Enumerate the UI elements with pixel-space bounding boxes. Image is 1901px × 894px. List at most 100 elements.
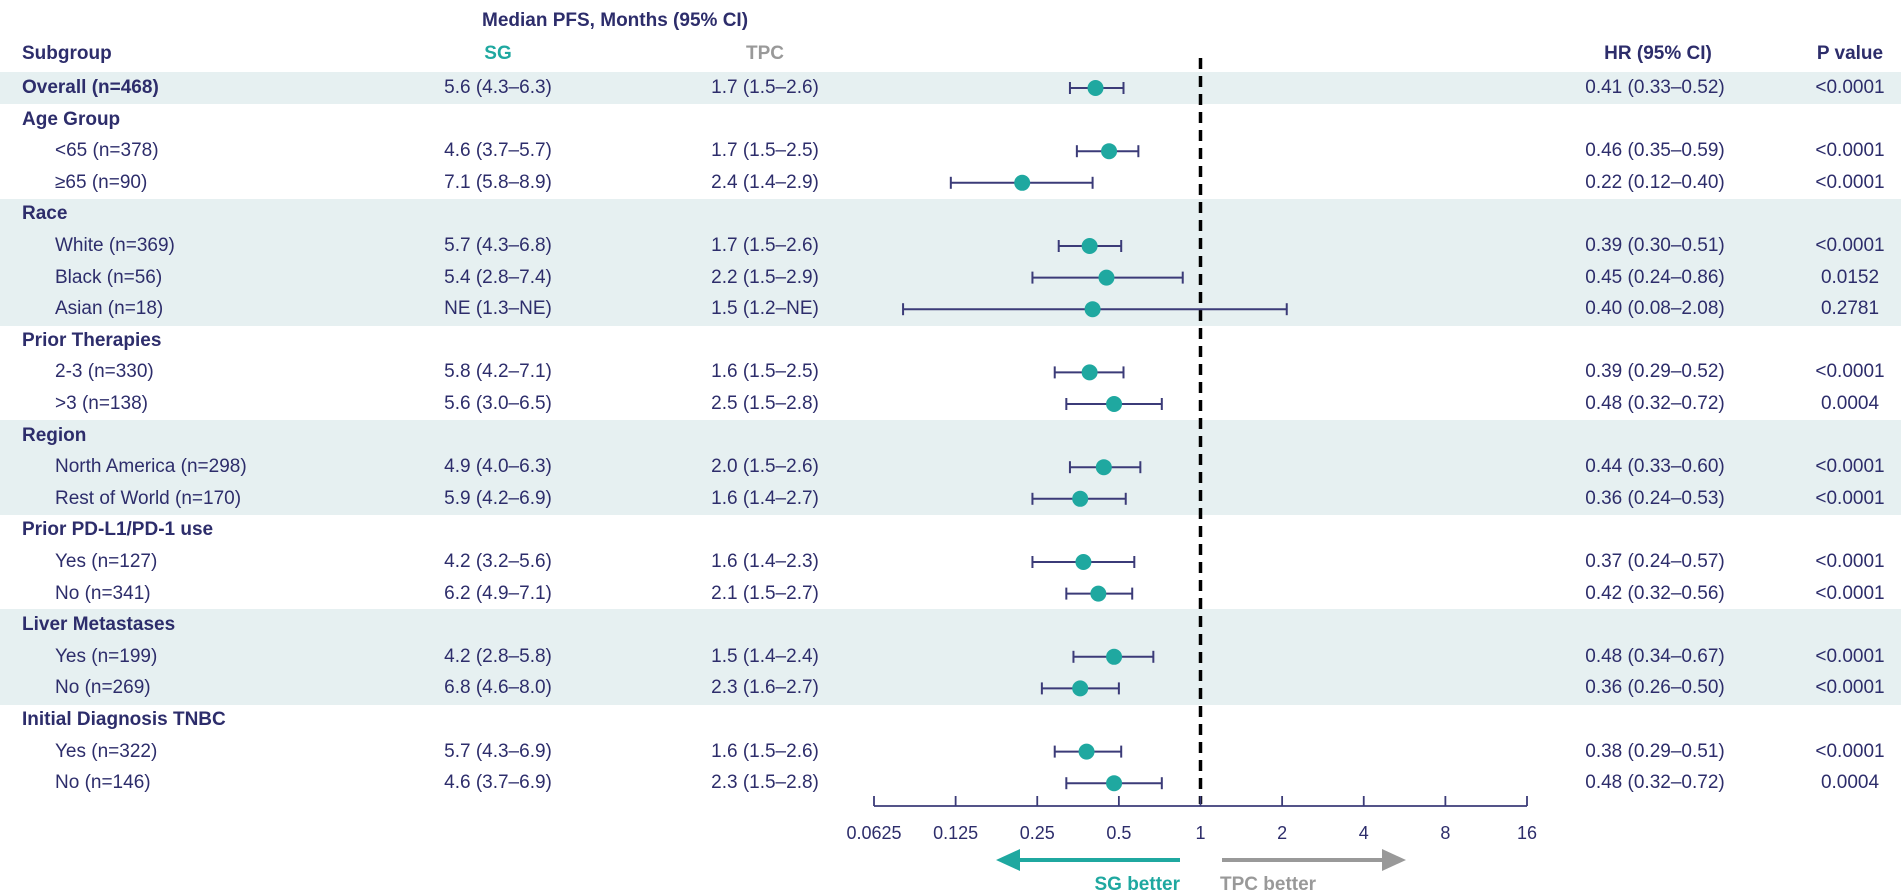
hr-cell: 0.44 (0.33–0.60) — [1585, 456, 1725, 478]
hr-cell: 0.46 (0.35–0.59) — [1585, 140, 1725, 162]
tpc-median-cell: 1.5 (1.4–2.4) — [711, 645, 819, 667]
x-tick-label: 8 — [1440, 823, 1450, 843]
sg-better-label: SG better — [1094, 874, 1180, 894]
hr-point — [1072, 680, 1089, 697]
hr-point — [1014, 174, 1031, 191]
hr-cell: 0.36 (0.24–0.53) — [1585, 487, 1725, 509]
tpc-better-arrow-head — [1382, 849, 1406, 871]
row-band — [0, 672, 1901, 705]
x-tick-label: 4 — [1359, 823, 1369, 843]
subgroup-label: Asian (n=18) — [55, 298, 164, 320]
group-label: Region — [22, 424, 87, 446]
hr-point — [1075, 554, 1092, 570]
hr-point — [1084, 301, 1101, 318]
tpc-median-cell: 1.7 (1.5–2.6) — [711, 77, 819, 98]
hr-cell: 0.48 (0.34–0.67) — [1585, 645, 1725, 667]
subgroup-label: Yes (n=322) — [55, 740, 158, 762]
hr-cell: 0.39 (0.30–0.51) — [1585, 235, 1725, 256]
hr-point — [1081, 238, 1098, 254]
hr-cell: 0.38 (0.29–0.51) — [1585, 740, 1725, 762]
subgroup-label: No (n=269) — [55, 677, 151, 699]
sg-median-cell: 6.8 (4.6–8.0) — [444, 677, 552, 699]
tpc-median-cell: 1.6 (1.5–2.6) — [711, 740, 819, 762]
hr-point — [1087, 80, 1104, 96]
hr-cell: 0.39 (0.29–0.52) — [1585, 361, 1725, 383]
subgroup-header: Subgroup — [22, 43, 112, 64]
sg-header: SG — [484, 43, 512, 64]
sg-median-cell: NE (1.3–NE) — [444, 298, 552, 320]
row-band — [0, 451, 1901, 484]
row-band — [0, 230, 1901, 263]
group-label: Prior Therapies — [22, 329, 162, 351]
sg-median-cell: 4.2 (3.2–5.6) — [444, 551, 552, 572]
pvalue-cell: <0.0001 — [1815, 171, 1885, 193]
hr-cell: 0.48 (0.32–0.72) — [1585, 393, 1725, 414]
tpc-median-cell: 2.3 (1.5–2.8) — [711, 772, 819, 794]
row-band — [0, 261, 1901, 294]
subgroup-label: >3 (n=138) — [55, 393, 148, 414]
group-label: Race — [22, 203, 68, 225]
subgroup-label: No (n=341) — [55, 582, 151, 604]
subgroup-label: Yes (n=127) — [55, 551, 158, 572]
group-label: Initial Diagnosis TNBC — [22, 709, 226, 730]
pvalue-cell: 0.0004 — [1820, 772, 1880, 794]
pvalue-cell: <0.0001 — [1815, 645, 1885, 667]
hr-cell: 0.45 (0.24–0.86) — [1585, 266, 1725, 288]
pvalue-cell: <0.0001 — [1815, 456, 1885, 478]
hr-point — [1081, 364, 1098, 381]
x-tick-label: 1 — [1195, 823, 1205, 843]
hr-cell: 0.48 (0.32–0.72) — [1585, 772, 1725, 794]
hr-point — [1106, 396, 1123, 412]
tpc-median-cell: 1.6 (1.5–2.5) — [711, 361, 819, 383]
sg-better-arrow-head — [996, 849, 1020, 871]
pvalue-cell: <0.0001 — [1815, 487, 1885, 509]
hr-cell: 0.41 (0.33–0.52) — [1585, 77, 1725, 98]
pvalue-header: P value — [1816, 43, 1884, 64]
pvalue-cell: <0.0001 — [1815, 677, 1885, 699]
sg-median-cell: 5.7 (4.3–6.9) — [444, 740, 552, 762]
hr-cell: 0.40 (0.08–2.08) — [1585, 298, 1725, 320]
subgroup-label: <65 (n=378) — [55, 140, 159, 162]
x-tick-label: 0.25 — [1020, 823, 1055, 843]
hr-point — [1106, 775, 1123, 792]
tpc-median-cell: 2.5 (1.5–2.8) — [711, 393, 819, 414]
tpc-median-cell: 2.2 (1.5–2.9) — [711, 266, 819, 288]
pvalue-cell: <0.0001 — [1815, 582, 1885, 604]
sg-median-cell: 4.6 (3.7–6.9) — [444, 772, 552, 794]
row-band — [0, 72, 1901, 105]
tpc-median-cell: 2.4 (1.4–2.9) — [711, 171, 819, 193]
hr-point — [1101, 143, 1118, 160]
x-tick-label: 0.5 — [1106, 823, 1131, 843]
tpc-median-cell: 2.3 (1.6–2.7) — [711, 677, 819, 699]
hr-point — [1072, 490, 1089, 507]
pvalue-cell: <0.0001 — [1815, 740, 1885, 762]
x-tick-label: 0.0625 — [846, 823, 901, 843]
sg-median-cell: 4.6 (3.7–5.7) — [444, 140, 552, 162]
hr-point — [1078, 743, 1095, 760]
subgroup-label: No (n=146) — [55, 772, 151, 794]
tpc-median-cell: 2.0 (1.5–2.6) — [711, 456, 819, 478]
tpc-median-cell: 1.6 (1.4–2.7) — [711, 487, 819, 509]
x-tick-label: 16 — [1517, 823, 1537, 843]
subgroup-label: North America (n=298) — [55, 456, 247, 478]
subgroup-label: Black (n=56) — [55, 266, 163, 288]
pvalue-cell: 0.0004 — [1820, 393, 1880, 414]
hr-cell: 0.37 (0.24–0.57) — [1585, 551, 1725, 572]
hr-cell: 0.42 (0.32–0.56) — [1585, 582, 1725, 604]
hr-cell: 0.22 (0.12–0.40) — [1585, 171, 1725, 193]
tpc-better-label: TPC better — [1220, 874, 1317, 894]
sg-median-cell: 5.6 (3.0–6.5) — [444, 393, 552, 414]
row-band — [0, 609, 1901, 642]
subgroup-label: Overall (n=468) — [22, 77, 159, 98]
sg-median-cell: 5.8 (4.2–7.1) — [444, 361, 552, 383]
sg-median-cell: 5.7 (4.3–6.8) — [444, 235, 552, 256]
hr-point — [1106, 648, 1123, 665]
tpc-median-cell: 1.5 (1.2–NE) — [711, 298, 819, 320]
row-band — [0, 198, 1901, 231]
tpc-header: TPC — [746, 43, 784, 64]
pvalue-cell: <0.0001 — [1815, 77, 1885, 98]
sg-median-cell: 5.6 (4.3–6.3) — [444, 77, 552, 98]
row-band — [0, 483, 1901, 516]
hr-point — [1090, 585, 1107, 602]
